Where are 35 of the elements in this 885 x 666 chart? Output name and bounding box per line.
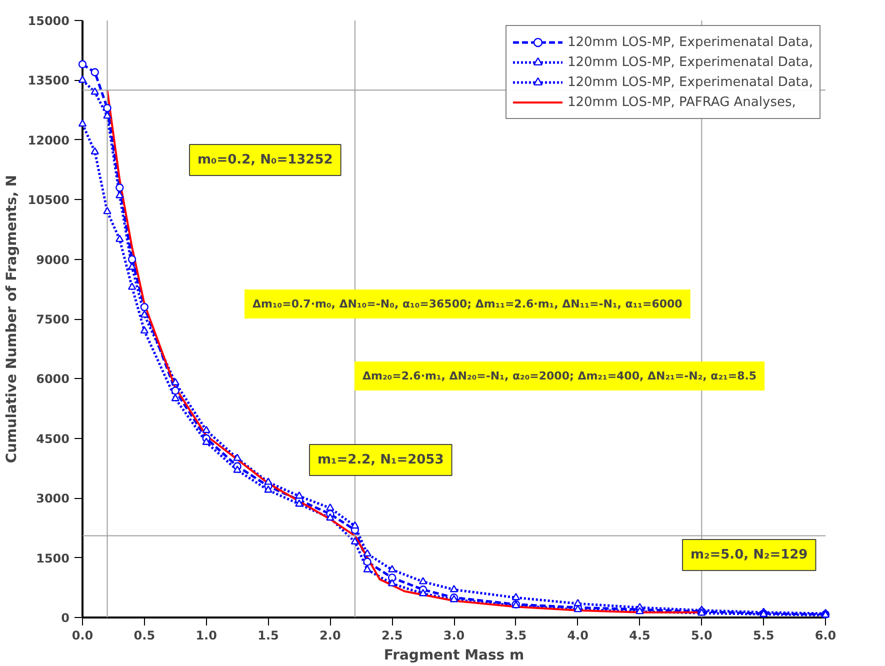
x-tick-label: 5.0 xyxy=(691,628,712,642)
x-tick-label: 3.5 xyxy=(505,628,527,642)
y-tick-label: 13500 xyxy=(28,74,70,88)
x-tick-label: 4.5 xyxy=(629,628,650,642)
legend-label: 120mm LOS-MP, Experimenatal Data, xyxy=(567,74,813,90)
y-tick-label: 9000 xyxy=(36,252,70,267)
annotation: Δm₁₀=0.7·m₀, ΔN₁₀=-N₀, α₁₀=36500; Δm₁₁=2.6·m₁, ΔN₁₁=-N₁, α₁₁=6000 xyxy=(252,298,683,310)
y-tick-label: 12000 xyxy=(28,133,70,148)
y-tick-label: 6000 xyxy=(36,372,70,386)
y-axis-title: Cumulative Number of Fragments, N xyxy=(4,174,20,464)
annotation: Δm₂₀=2.6·m₁, ΔN₂₀=-N₁, α₂₀=2000; Δm₂₁=400, ΔN₂₁=-N₂, α₂₁=8.5 xyxy=(362,370,757,382)
x-tick-label: 6.0 xyxy=(814,628,836,642)
annotation: m₁=2.2, N₁=2053 xyxy=(318,452,444,468)
x-tick-label: 5.5 xyxy=(752,628,774,642)
x-tick-label: 2.5 xyxy=(381,628,403,642)
x-tick-label: 0.5 xyxy=(134,628,156,642)
x-tick-label: 0.0 xyxy=(72,628,94,642)
x-tick-label: 2.0 xyxy=(320,628,341,642)
y-tick-label: 10500 xyxy=(28,193,70,208)
y-tick-label: 0 xyxy=(61,611,70,625)
x-tick-label: 1.0 xyxy=(196,628,217,642)
x-axis-title: Fragment Mass m xyxy=(384,648,524,664)
legend-label: 120mm LOS-MP, Experimenatal Data, xyxy=(567,54,813,70)
y-tick-label: 7500 xyxy=(36,312,70,326)
y-tick-label: 1500 xyxy=(36,551,70,566)
x-tick-label: 4.0 xyxy=(567,628,588,642)
x-tick-label: 1.5 xyxy=(258,628,279,642)
legend-label: 120mm LOS-MP, Experimenatal Data, xyxy=(567,34,813,50)
y-tick-label: 4500 xyxy=(36,432,70,446)
legend-label: 120mm LOS-MP, PAFRAG Analyses, xyxy=(567,94,796,110)
x-tick-label: 3.0 xyxy=(443,628,465,642)
annotation: m₀=0.2, N₀=13252 xyxy=(198,152,333,168)
annotation: m₂=5.0, N₂=129 xyxy=(690,548,808,562)
y-tick-label: 3000 xyxy=(36,492,70,506)
y-tick-label: 15000 xyxy=(28,14,70,28)
